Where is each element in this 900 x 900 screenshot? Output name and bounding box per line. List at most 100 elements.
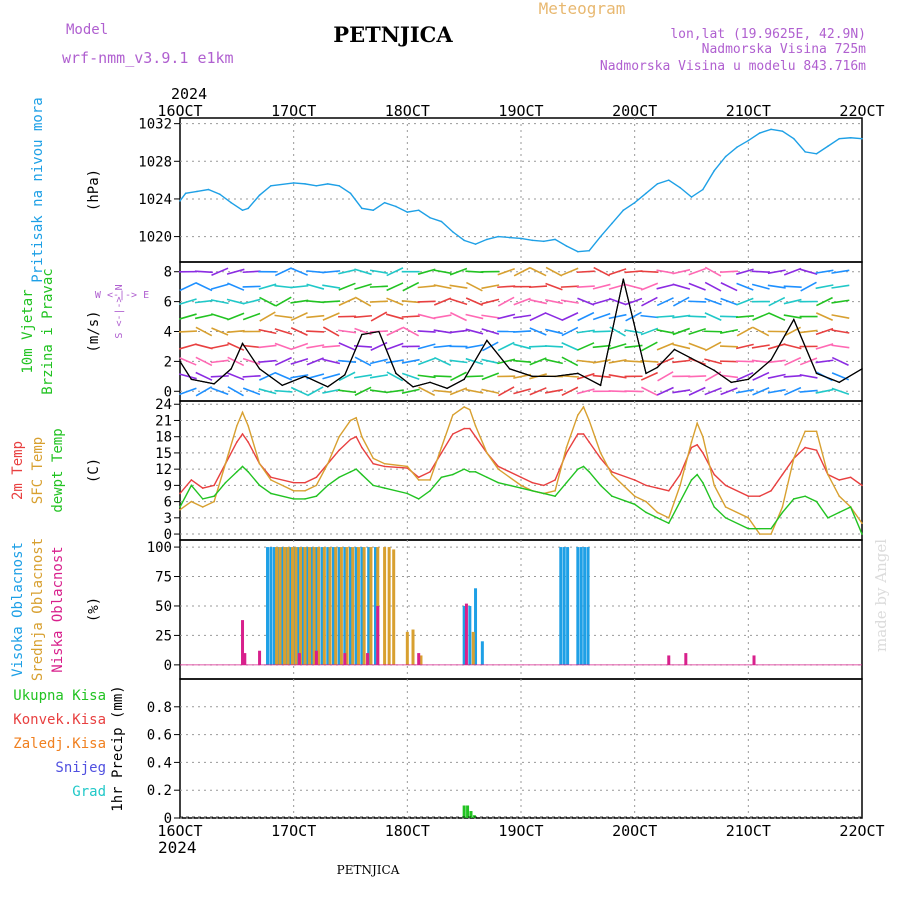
wind-barb: [481, 284, 500, 290]
wind-barb: [481, 298, 500, 305]
wind-barb: [179, 313, 197, 320]
wind-barb: [306, 344, 325, 349]
wind-barb: [195, 326, 213, 337]
date-tick-top: 20OCT: [612, 102, 657, 120]
wind-barb: [242, 312, 261, 321]
y-tick-label: 0: [164, 811, 172, 827]
data-point: [196, 190, 198, 193]
wind-barb: [354, 296, 372, 307]
data-point: [292, 489, 295, 492]
bar: [464, 603, 468, 665]
data-point: [582, 433, 585, 435]
bar: [471, 631, 475, 665]
data-point: [338, 476, 340, 479]
wind-barb: [449, 329, 468, 334]
wind-barb: [831, 356, 849, 366]
data-point: [724, 484, 727, 487]
wind-barb: [752, 386, 770, 396]
wind-barb: [799, 373, 818, 379]
data-point: [577, 468, 579, 470]
data-point: [508, 236, 511, 239]
data-point: [565, 452, 568, 454]
wind-barb: [274, 314, 293, 319]
data-point: [355, 468, 357, 470]
wind-barb: [624, 390, 643, 393]
side-label: Konvek.Kisa: [13, 712, 106, 728]
wind-barb: [481, 372, 500, 381]
date-tick-top: 16OCT: [157, 102, 202, 120]
data-point: [372, 457, 375, 460]
data-point: [361, 473, 363, 476]
wind-barb: [656, 283, 675, 290]
wind-barb: [290, 357, 309, 365]
wind-barb: [195, 386, 213, 397]
bar: [419, 655, 423, 665]
wind-barb: [306, 386, 324, 397]
wind-barb: [704, 341, 722, 352]
data-point: [702, 188, 704, 191]
wind-barb: [417, 374, 436, 379]
wind-barb: [242, 270, 261, 274]
y-axis-label: (hPa): [86, 169, 102, 211]
data-point: [781, 506, 784, 508]
data-point: [372, 484, 375, 487]
side-label: SFC Temp: [30, 437, 46, 504]
wind-barb: [735, 343, 754, 350]
wind-barb: [210, 359, 229, 364]
data-point: [838, 495, 841, 497]
wind-barb: [210, 313, 229, 321]
y-axis-label: 1hr Precip (mm): [110, 685, 126, 811]
wind-barb: [592, 344, 611, 349]
data-point: [724, 506, 727, 508]
side-label: Pritisak na nivou mora: [30, 97, 46, 282]
wind-barb: [704, 297, 722, 306]
data-point: [793, 457, 795, 460]
wind-barb: [752, 371, 770, 381]
wind-barb: [417, 285, 436, 289]
data-point: [531, 481, 534, 484]
wind-barb: [576, 285, 595, 289]
wind-barb: [369, 389, 388, 394]
bar: [320, 547, 324, 665]
bar: [562, 547, 566, 665]
bar: [283, 547, 287, 665]
wind-barb: [736, 282, 754, 291]
data-point: [417, 479, 420, 481]
data-point: [236, 471, 238, 473]
wind-barb: [688, 267, 706, 276]
data-point: [372, 462, 375, 465]
bar: [343, 653, 347, 665]
data-point: [815, 449, 818, 452]
data-point: [565, 446, 568, 449]
wind-barb: [768, 296, 786, 307]
y-tick-label: 1032: [138, 117, 172, 133]
wind-barb: [497, 285, 516, 289]
wind-barb: [417, 313, 436, 320]
data-point: [542, 492, 545, 495]
data-point: [554, 489, 556, 492]
data-point: [258, 194, 261, 196]
data-point: [690, 446, 693, 449]
data-point: [599, 484, 602, 487]
data-point: [304, 481, 306, 484]
date-tick-bottom: 19OCT: [498, 822, 543, 840]
wind-barb: [274, 389, 293, 393]
wind-barb: [259, 311, 276, 322]
data-point: [827, 517, 829, 519]
data-point: [372, 209, 375, 212]
wind-barb: [815, 343, 834, 350]
data-point: [224, 462, 227, 465]
wind-barb: [322, 270, 341, 274]
wind-barb: [385, 313, 404, 320]
bar: [280, 547, 284, 665]
wind-barb: [608, 283, 627, 290]
date-tick-bottom: 17OCT: [271, 822, 316, 840]
data-point: [838, 479, 841, 481]
data-point: [236, 441, 238, 443]
wind-barb: [242, 285, 261, 288]
wind-barb: [831, 314, 850, 320]
wind-barb: [704, 387, 722, 396]
data-point: [542, 484, 545, 487]
data-point: [190, 484, 193, 487]
wind-barb: [433, 329, 452, 334]
